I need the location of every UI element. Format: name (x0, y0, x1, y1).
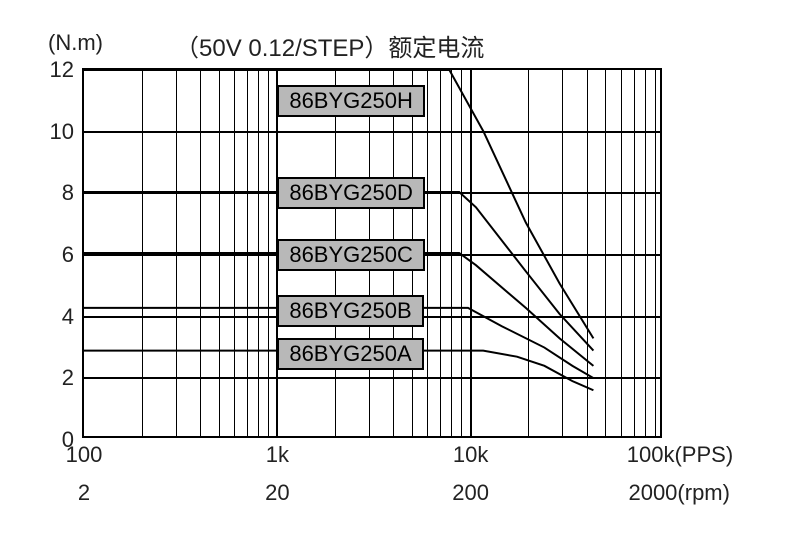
x-tick-label: 100 (66, 442, 103, 468)
series-label: 86BYG250D (277, 177, 425, 209)
x2-tick-label: 20 (265, 480, 289, 506)
grid-v-minor (461, 70, 462, 436)
grid-v-minor (200, 70, 201, 436)
grid-v-minor (587, 70, 588, 436)
grid-v-minor (440, 70, 441, 436)
grid-v-minor (258, 70, 259, 436)
grid-v-minor (268, 70, 269, 436)
grid-v-minor (605, 70, 606, 436)
grid-v-minor (234, 70, 235, 436)
grid-v-minor (562, 70, 563, 436)
grid-v-minor (219, 70, 220, 436)
grid-v-minor (655, 70, 656, 436)
x-tick-label: 10k (453, 442, 488, 468)
y-axis-title: (N.m) (48, 30, 103, 56)
series-label: 86BYG250C (277, 239, 425, 271)
grid-v-minor (634, 70, 635, 436)
y-tick-label: 6 (62, 242, 74, 268)
x-tick-label: 100k(PPS) (627, 442, 733, 468)
grid-v-minor (176, 70, 177, 436)
x2-tick-label: 2000(rpm) (628, 480, 729, 506)
plot-area: 0246810121001k10k100k(PPS)2202002000(rpm… (82, 68, 662, 438)
grid-v-minor (528, 70, 529, 436)
torque-speed-chart: (N.m) （50V 0.12/STEP）额定电流 0246810121001k… (0, 0, 800, 553)
grid-h-line (84, 131, 660, 133)
grid-h-line (84, 377, 660, 379)
series-label: 86BYG250H (277, 85, 425, 117)
grid-v-minor (427, 70, 428, 436)
chart-subtitle: （50V 0.12/STEP）额定电流 (175, 28, 484, 63)
y-tick-label: 2 (62, 365, 74, 391)
y-tick-label: 12 (50, 57, 74, 83)
y-tick-label: 8 (62, 180, 74, 206)
x2-tick-label: 200 (452, 480, 489, 506)
series-curve (84, 192, 593, 351)
series-label: 86BYG250A (277, 338, 423, 370)
grid-v-minor (142, 70, 143, 436)
grid-v-minor (621, 70, 622, 436)
x-tick-label: 1k (266, 442, 289, 468)
series-label: 86BYG250B (277, 295, 423, 327)
y-tick-label: 4 (62, 304, 74, 330)
y-tick-label: 10 (50, 119, 74, 145)
x2-tick-label: 2 (78, 480, 90, 506)
grid-v-minor (645, 70, 646, 436)
grid-v-major (470, 70, 472, 436)
grid-v-minor (451, 70, 452, 436)
grid-v-minor (247, 70, 248, 436)
